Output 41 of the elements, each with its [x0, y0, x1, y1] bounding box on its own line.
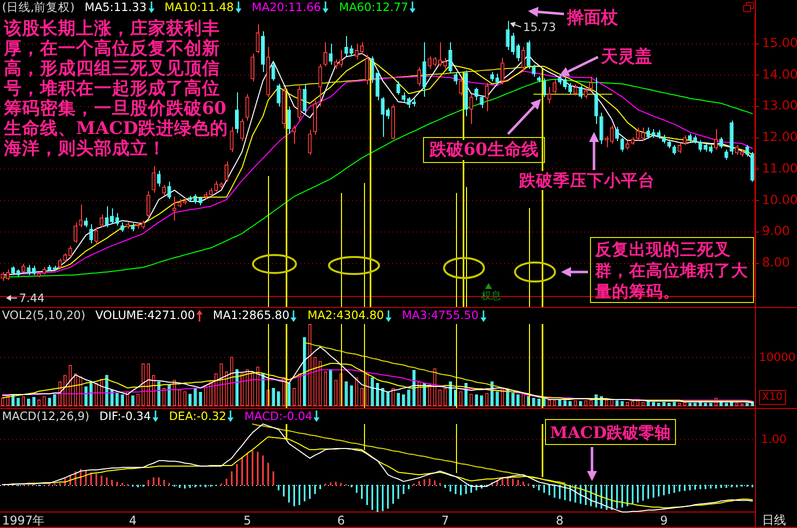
text: MA20:11.66 [252, 0, 322, 14]
x-tick-label: 4 [128, 513, 137, 528]
text: 1.00 [761, 432, 787, 446]
text: X10 [762, 391, 783, 403]
x-tick-label: 5 [244, 513, 252, 528]
annotation: MACD跌破零轴 [550, 422, 671, 442]
text: MA3:4755.50 [402, 308, 479, 322]
y-tick-label: 10.00 [762, 192, 797, 207]
annotation: 该股长期上涨，庄家获利丰厚，在一个高位反复不创新高，形成四组三死叉见顶信号，堆积在一起形成了高位筹码密集，一旦股价跌破60生命线、MACD跌进绿色的海洋，则头部成立！ [4, 19, 228, 159]
x-tick-label: 6 [337, 513, 345, 528]
chart-title: (日线,前复权) [2, 0, 75, 14]
annotation: 跌破60生命线 [430, 140, 538, 160]
text: MA60:12.77 [339, 0, 408, 14]
text: MA1:2865.80 [212, 308, 290, 322]
y-tick-label: 14.00 [762, 66, 797, 82]
y-tick-label: 9.00 [762, 223, 790, 238]
text: VOLUME:4271.00 [95, 308, 195, 322]
x-tick-label: 8 [556, 513, 564, 528]
text: MACD:-0.04 [244, 408, 312, 422]
text: 10000 [759, 350, 796, 364]
y-tick-label: 15.00 [762, 35, 797, 50]
x-tick-label: 1997年 [2, 513, 45, 528]
y-tick-label: 13.00 [762, 98, 797, 113]
chart-title: MACD(12,26,9) [2, 408, 90, 422]
x-tick-label: 7 [441, 513, 450, 528]
annotation: 跌破季压下小平台 [519, 171, 655, 190]
text: MA2:4304.80 [307, 308, 384, 322]
annotation: 15.73 [523, 20, 556, 34]
text: MA10:11.48 [164, 0, 234, 14]
annotation: 擀面杖 [567, 8, 618, 28]
annotation: 反复出现的三死叉群，在高位堆积了大量的筹码。 [595, 240, 748, 301]
text: DEA:-0.32 [168, 408, 226, 422]
x-axis-title: 日线 [762, 513, 786, 527]
y-tick-label: 12.00 [762, 129, 797, 144]
text: DIF:-0.34 [99, 408, 151, 422]
chart-title: VOL2(5,10,20) [2, 308, 86, 322]
y-tick-label: 8.00 [762, 254, 790, 270]
annotation: 天灵盖 [601, 47, 652, 67]
text: MA5:11.33 [84, 0, 147, 14]
x-tick-label: 9 [660, 513, 668, 528]
y-tick-label: 11.00 [762, 160, 797, 176]
